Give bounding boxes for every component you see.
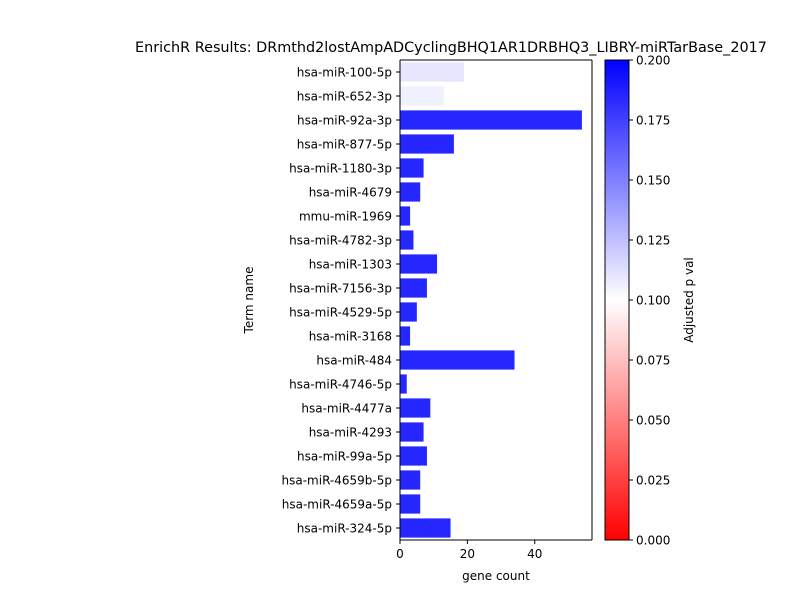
- y-tick-label: hsa-miR-7156-3p: [289, 282, 392, 296]
- x-tick-group: 0 20 40: [396, 540, 542, 561]
- colorbar-tick-label: 0.000: [636, 534, 670, 548]
- bar-hsa-miR-4659a-5p: [400, 494, 421, 514]
- x-tick-label: 40: [527, 547, 542, 561]
- colorbar-tick-label: 0.150: [636, 174, 670, 188]
- y-tick-label: hsa-miR-484: [316, 354, 392, 368]
- bar-hsa-miR-4293: [400, 422, 424, 442]
- colorbar-tick-group: 0.000 0.025 0.050 0.075 0.100 0.125 0.150 0.175…: [629, 54, 670, 548]
- bar-hsa-miR-92a-3p: [400, 110, 582, 130]
- bar-mmu-miR-1969: [400, 206, 411, 226]
- y-tick-group: hsa-miR-100-5p hsa-miR-652-3p hsa-miR-92a-…: [282, 66, 400, 536]
- y-tick-label: mmu-miR-1969: [299, 210, 392, 224]
- bar-group: [400, 62, 582, 538]
- bar-hsa-miR-652-3p: [400, 86, 444, 106]
- x-axis-label: gene count: [462, 569, 530, 583]
- y-tick-label: hsa-miR-4782-3p: [289, 234, 392, 248]
- colorbar-label: Adjusted p val: [682, 257, 696, 343]
- y-tick-label: hsa-miR-4679: [309, 186, 392, 200]
- y-tick-label: hsa-miR-92a-3p: [297, 114, 392, 128]
- y-tick-label: hsa-miR-99a-5p: [297, 450, 392, 464]
- bar-hsa-miR-3168: [400, 326, 411, 346]
- colorbar-tick-label: 0.050: [636, 414, 670, 428]
- bar-hsa-miR-7156-3p: [400, 278, 427, 298]
- colorbar-tick-label: 0.025: [636, 474, 670, 488]
- bar-hsa-miR-4477a: [400, 398, 431, 418]
- y-axis-label: Term name: [242, 267, 256, 335]
- colorbar: [604, 59, 630, 541]
- bar-hsa-miR-1303: [400, 254, 438, 274]
- bar-hsa-miR-4529-5p: [400, 302, 417, 322]
- y-tick-label: hsa-miR-4746-5p: [289, 378, 392, 392]
- colorbar-tick-label: 0.125: [636, 234, 670, 248]
- y-tick-label: hsa-miR-4529-5p: [289, 306, 392, 320]
- y-tick-label: hsa-miR-3168: [309, 330, 392, 344]
- bar-hsa-miR-4782-3p: [400, 230, 414, 250]
- bar-hsa-miR-100-5p: [400, 62, 464, 82]
- y-tick-label: hsa-miR-4293: [309, 426, 392, 440]
- bar-hsa-miR-4659b-5p: [400, 470, 421, 490]
- y-tick-label: hsa-miR-652-3p: [297, 90, 392, 104]
- colorbar-tick-label: 0.200: [636, 54, 670, 68]
- y-tick-label: hsa-miR-100-5p: [297, 66, 392, 80]
- bar-hsa-miR-4746-5p: [400, 374, 407, 394]
- x-tick-label: 20: [460, 547, 475, 561]
- colorbar-tick-label: 0.100: [636, 294, 670, 308]
- y-tick-label: hsa-miR-4659a-5p: [282, 498, 392, 512]
- y-tick-label: hsa-miR-877-5p: [297, 138, 392, 152]
- bar-hsa-miR-1180-3p: [400, 158, 424, 178]
- y-tick-label: hsa-miR-324-5p: [297, 522, 392, 536]
- colorbar-tick-label: 0.175: [636, 114, 670, 128]
- y-tick-label: hsa-miR-1180-3p: [289, 162, 392, 176]
- colorbar-tick-label: 0.075: [636, 354, 670, 368]
- bar-hsa-miR-4679: [400, 182, 421, 202]
- bar-hsa-miR-484: [400, 350, 515, 370]
- chart-title: EnrichR Results: DRmthd2lostAmpADCycling…: [135, 40, 767, 56]
- y-tick-label: hsa-miR-4477a: [301, 402, 392, 416]
- bar-hsa-miR-877-5p: [400, 134, 454, 154]
- x-tick-label: 0: [396, 547, 404, 561]
- y-tick-label: hsa-miR-1303: [309, 258, 392, 272]
- bar-hsa-miR-99a-5p: [400, 446, 427, 466]
- bar-hsa-miR-324-5p: [400, 518, 451, 538]
- y-tick-label: hsa-miR-4659b-5p: [282, 474, 392, 488]
